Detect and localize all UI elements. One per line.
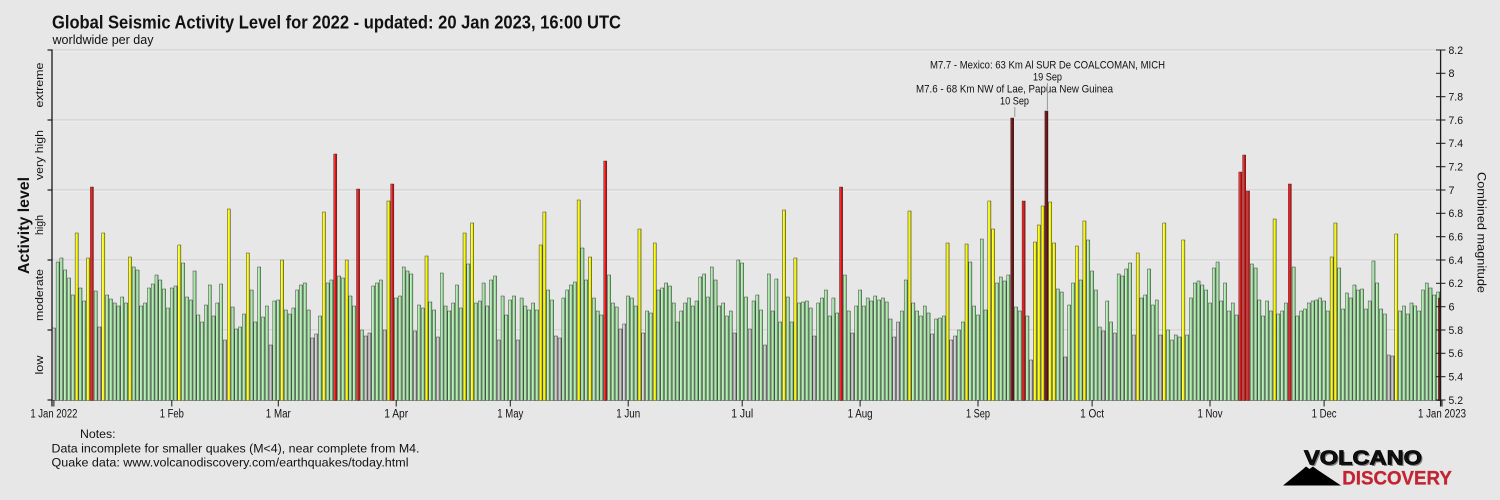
svg-text:1 Jul: 1 Jul [731, 409, 753, 421]
svg-text:6.6: 6.6 [1449, 232, 1464, 244]
svg-text:1 Oct: 1 Oct [1080, 409, 1105, 421]
svg-text:6.8: 6.8 [1449, 208, 1464, 220]
svg-text:extreme: extreme [34, 63, 46, 108]
svg-text:Activity level: Activity level [16, 177, 33, 274]
svg-text:7.8: 7.8 [1449, 92, 1464, 104]
svg-text:5.6: 5.6 [1449, 348, 1464, 360]
svg-text:7: 7 [1449, 185, 1455, 197]
svg-text:8: 8 [1449, 68, 1455, 80]
svg-text:7.2: 7.2 [1449, 162, 1464, 174]
svg-text:high: high [34, 215, 46, 235]
svg-text:5.8: 5.8 [1449, 325, 1464, 337]
svg-text:low: low [34, 355, 46, 374]
svg-text:very high: very high [34, 130, 46, 180]
svg-text:1 Feb: 1 Feb [160, 409, 184, 421]
svg-text:1 Mar: 1 Mar [266, 409, 291, 421]
svg-text:M7.6 - 68 Km NW of Lae, Papua: M7.6 - 68 Km NW of Lae, Papua New Guinea [916, 84, 1114, 96]
svg-text:1 May: 1 May [497, 409, 523, 421]
svg-text:worldwide per day: worldwide per day [52, 33, 155, 47]
svg-text:7.4: 7.4 [1449, 138, 1464, 150]
svg-text:1 Jan 2023: 1 Jan 2023 [1418, 409, 1466, 421]
svg-text:1 Aug: 1 Aug [848, 409, 873, 421]
svg-text:1 Apr: 1 Apr [384, 409, 408, 421]
svg-text:DISCOVERY: DISCOVERY [1342, 468, 1452, 490]
svg-text:6.4: 6.4 [1449, 255, 1464, 267]
svg-text:Global Seismic Activity Level: Global Seismic Activity Level for 2022 -… [52, 11, 621, 32]
svg-text:1 Nov: 1 Nov [1198, 409, 1223, 421]
svg-text:Data incomplete for smaller qu: Data incomplete for smaller quakes (M<4)… [52, 441, 420, 455]
svg-text:19 Sep: 19 Sep [1033, 72, 1062, 84]
svg-text:M7.7 - Mexico: 63 Km Al SUR De: M7.7 - Mexico: 63 Km Al SUR De COALCOMAN… [930, 60, 1165, 72]
svg-text:moderate: moderate [34, 269, 46, 321]
svg-text:Quake data: www.volcanodiscove: Quake data: www.volcanodiscovery.com/ear… [52, 456, 409, 470]
svg-text:Combined magnitude: Combined magnitude [1475, 172, 1487, 293]
svg-text:6: 6 [1449, 302, 1455, 314]
svg-text:5.4: 5.4 [1449, 372, 1464, 384]
svg-text:10 Sep: 10 Sep [1000, 96, 1029, 108]
svg-text:5.2: 5.2 [1449, 395, 1464, 407]
svg-text:1 Jan 2022: 1 Jan 2022 [30, 409, 77, 421]
svg-text:1 Jun: 1 Jun [616, 409, 640, 421]
svg-text:1 Sep: 1 Sep [966, 409, 990, 421]
svg-text:VOLCANO: VOLCANO [1304, 448, 1422, 470]
svg-text:7.6: 7.6 [1449, 115, 1464, 127]
svg-text:Notes:: Notes: [80, 427, 116, 441]
svg-text:8.2: 8.2 [1449, 45, 1464, 57]
svg-text:VOLCANO: VOLCANO [1306, 449, 1424, 471]
svg-text:1 Dec: 1 Dec [1312, 409, 1337, 421]
svg-text:6.2: 6.2 [1449, 278, 1464, 290]
